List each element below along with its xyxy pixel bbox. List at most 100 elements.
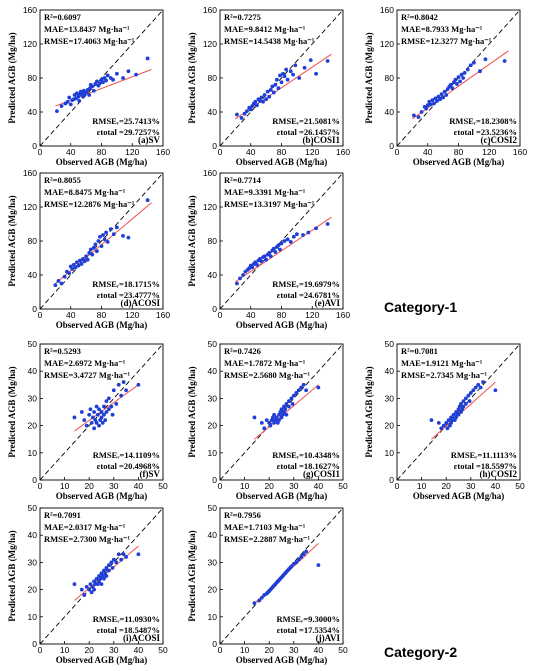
data-point — [285, 237, 290, 242]
data-point — [252, 601, 257, 606]
panel-label: (c)COSI2 — [481, 135, 518, 145]
data-point — [92, 410, 97, 414]
data-point — [264, 257, 269, 262]
y-tick-label: 120 — [203, 39, 217, 49]
x-tick-label: 80 — [277, 310, 287, 320]
y-tick-label: 10 — [385, 448, 395, 458]
data-point — [463, 401, 468, 406]
data-point — [296, 557, 301, 562]
data-point — [87, 587, 92, 592]
x-tick-label: 160 — [336, 147, 350, 157]
data-point — [252, 415, 257, 420]
data-point — [299, 385, 304, 390]
data-point — [471, 388, 476, 393]
metric-text: RMSEᵣ=19.6979% — [272, 279, 340, 289]
data-point — [301, 233, 305, 237]
stat-text: RMSE=2.5680 Mg·ha⁻¹ — [224, 370, 310, 380]
data-point — [279, 241, 284, 246]
data-point — [111, 557, 116, 562]
fit-line — [254, 384, 319, 440]
stat-text: MAE=9.3391 Mg·ha⁻¹ — [224, 187, 306, 197]
x-tick-label: 0 — [38, 147, 43, 157]
data-point — [102, 576, 106, 581]
data-point — [114, 71, 119, 76]
data-point — [325, 59, 330, 63]
stat-text: R²=0.6097 — [44, 12, 82, 22]
data-point — [98, 234, 102, 239]
metric-text: εtotal =18.5597% — [454, 461, 517, 471]
data-point — [471, 60, 476, 65]
x-tick-label: 30 — [289, 481, 299, 491]
data-point — [502, 59, 507, 63]
data-point — [121, 234, 125, 238]
data-point — [136, 552, 141, 557]
y-tick-label: 0 — [32, 639, 37, 649]
data-point — [239, 116, 244, 120]
data-point — [288, 239, 293, 244]
x-tick-label: 0 — [38, 645, 43, 655]
y-tick-label: 80 — [28, 73, 38, 83]
data-point — [84, 254, 89, 259]
data-point — [456, 75, 461, 80]
data-point — [289, 396, 294, 401]
data-point — [264, 97, 269, 102]
x-tick-label: 80 — [277, 147, 287, 157]
data-point — [145, 198, 150, 203]
y-tick-label: 20 — [208, 585, 218, 595]
x-tick-label: 20 — [441, 481, 451, 491]
y-tick-label: 0 — [389, 141, 394, 151]
data-point — [282, 74, 287, 79]
metric-text: εtotal =17.5354% — [277, 625, 340, 635]
data-point — [99, 410, 104, 414]
stat-text: RMSE=13.3197 Mg·ha⁻¹ — [224, 199, 315, 209]
y-tick-label: 160 — [203, 5, 217, 15]
y-tick-label: 80 — [208, 73, 218, 83]
y-tick-label: 10 — [208, 448, 218, 458]
data-point — [94, 249, 99, 254]
data-point — [90, 84, 95, 89]
stat-text: MAE=1.7872 Mg·ha⁻¹ — [224, 358, 306, 368]
y-tick-label: 120 — [380, 39, 394, 49]
data-point — [468, 391, 473, 395]
data-point — [110, 412, 115, 417]
x-tick-label: 160 — [336, 310, 350, 320]
x-axis-label: Observed AGB (Mg/ha) — [56, 320, 148, 330]
y-tick-label: 80 — [28, 236, 38, 246]
data-point — [97, 407, 101, 412]
data-point — [271, 246, 276, 251]
data-point — [284, 401, 289, 406]
data-point — [116, 552, 121, 557]
data-point — [291, 234, 296, 239]
x-tick-label: 10 — [60, 645, 70, 655]
data-point — [250, 265, 255, 270]
data-point — [483, 57, 488, 62]
data-point — [285, 77, 290, 82]
metric-text: εtotal =29.7257% — [97, 127, 160, 137]
panel-8: 0 10 20 30 40 50 0 10 20 30 40 50 Observed AGB (Mg/h… — [7, 503, 168, 665]
y-tick-label: 160 — [203, 168, 217, 178]
data-point — [94, 79, 99, 84]
data-point — [238, 276, 242, 281]
stat-text: RMSE=3.4727 Mg·ha⁻¹ — [44, 370, 130, 380]
y-tick-label: 80 — [385, 73, 395, 83]
data-point — [432, 101, 436, 106]
data-point — [316, 563, 321, 568]
data-point — [493, 388, 498, 393]
data-point — [294, 560, 299, 565]
data-point — [467, 399, 472, 404]
x-tick-label: 160 — [156, 147, 170, 157]
data-point — [75, 91, 79, 96]
data-point — [283, 407, 288, 412]
y-tick-label: 20 — [385, 421, 395, 431]
x-axis-label: Observed AGB (Mg/ha) — [413, 491, 505, 501]
data-point — [438, 97, 442, 102]
data-point — [308, 58, 313, 63]
data-point — [248, 107, 253, 112]
y-tick-label: 20 — [208, 421, 218, 431]
one-to-one-line — [396, 343, 521, 481]
x-tick-label: 50 — [338, 481, 348, 491]
y-tick-label: 50 — [208, 503, 218, 513]
data-point — [110, 565, 115, 570]
y-tick-label: 30 — [28, 393, 38, 403]
y-tick-label: 10 — [208, 612, 218, 622]
